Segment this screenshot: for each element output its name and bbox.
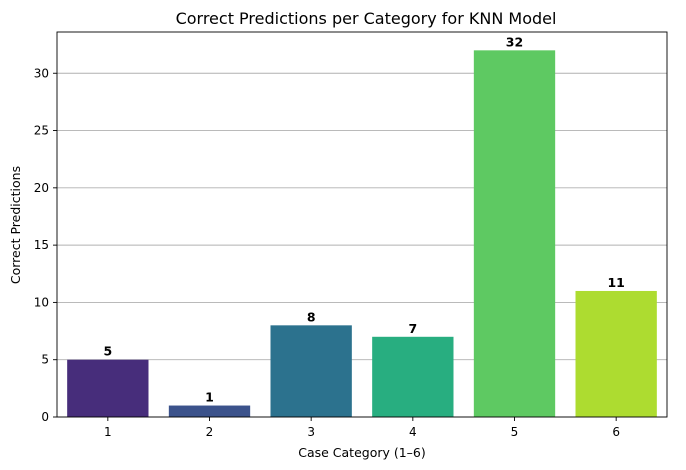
x-axis-ticks: 1 2 3 4 5 6 <box>104 417 620 439</box>
bar <box>575 290 657 417</box>
bar-value-label: 7 <box>408 321 417 336</box>
plot-frame <box>56 31 668 418</box>
bar <box>168 405 251 417</box>
chart-title: Correct Predictions per Category for KNN… <box>176 9 557 28</box>
bar-value-label: 1 <box>205 390 214 405</box>
bar-value-label: 8 <box>307 309 316 324</box>
y-tick-label: 10 <box>34 295 49 309</box>
bar-value-labels: 5 1 8 7 32 11 <box>103 34 624 404</box>
x-tick-label: 5 <box>511 425 519 439</box>
bar <box>372 336 454 417</box>
bar <box>67 359 149 417</box>
y-tick-label: 25 <box>34 124 49 138</box>
x-tick-label: 1 <box>104 425 112 439</box>
y-axis-ticks: 0 5 10 15 20 25 30 <box>34 66 57 424</box>
y-gridlines <box>57 72 667 418</box>
bar-value-label: 11 <box>607 275 624 290</box>
y-tick-label: 15 <box>34 238 49 252</box>
x-tick-label: 6 <box>612 425 620 439</box>
bars <box>67 50 657 417</box>
bar <box>473 50 556 417</box>
y-axis-label: Correct Predictions <box>8 166 23 284</box>
x-axis-label: Case Category (1–6) <box>298 445 426 460</box>
x-tick-label: 2 <box>206 425 214 439</box>
bar-value-label: 5 <box>103 344 112 359</box>
x-tick-label: 4 <box>409 425 417 439</box>
y-tick-label: 5 <box>41 353 49 367</box>
x-tick-label: 3 <box>307 425 315 439</box>
y-tick-label: 0 <box>41 410 49 424</box>
y-tick-label: 20 <box>34 181 49 195</box>
y-tick-label: 30 <box>34 66 49 80</box>
bar-value-label: 32 <box>506 34 523 49</box>
bar <box>270 325 352 417</box>
